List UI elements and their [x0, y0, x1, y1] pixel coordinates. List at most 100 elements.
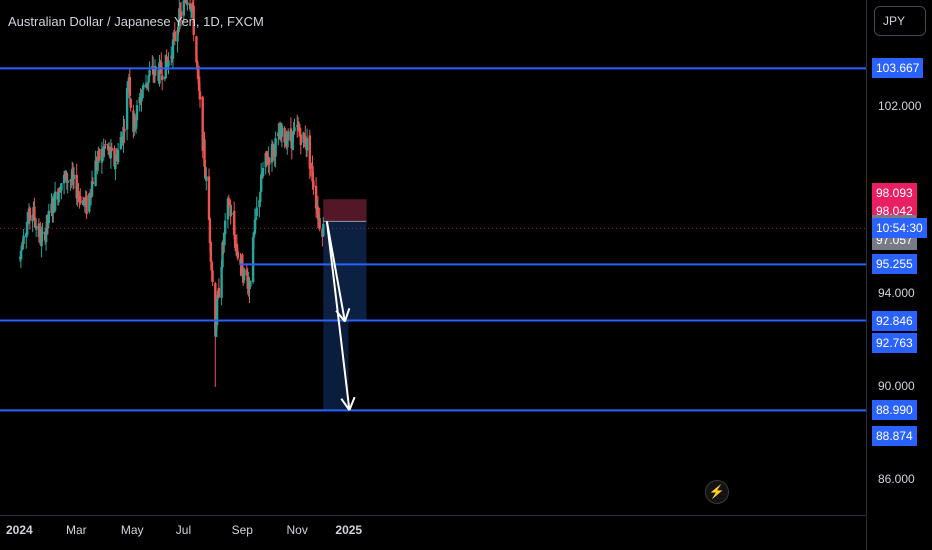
candle	[116, 149, 120, 163]
candle	[268, 157, 271, 165]
candle	[220, 266, 223, 298]
candle	[147, 75, 150, 83]
candle	[145, 84, 149, 86]
candle	[258, 200, 261, 208]
candle	[316, 206, 320, 220]
candle	[291, 132, 294, 150]
arrow-head	[340, 398, 351, 411]
candle	[233, 210, 236, 236]
price-tick-label: 102.000	[878, 99, 922, 114]
time-scale-border	[0, 515, 866, 516]
candle	[58, 188, 61, 193]
candle	[98, 149, 101, 161]
candle	[296, 125, 300, 130]
candle	[128, 76, 131, 97]
candle	[45, 214, 49, 232]
price-label-blue: 92.846	[872, 310, 917, 331]
candle	[223, 232, 226, 245]
candle	[217, 288, 221, 298]
candle	[89, 196, 93, 198]
candle	[65, 172, 68, 183]
candle	[135, 105, 139, 121]
currency-button[interactable]: JPY	[874, 6, 926, 36]
candle	[85, 195, 88, 215]
candle	[260, 174, 263, 192]
projection-arrow	[325, 221, 351, 411]
candle	[129, 98, 132, 108]
candle	[235, 243, 239, 253]
price-label-blue: 92.763	[872, 332, 917, 353]
candle	[314, 185, 318, 209]
candle	[196, 61, 199, 70]
candle	[310, 164, 313, 166]
candle	[104, 144, 107, 146]
candle	[286, 140, 289, 145]
candle	[125, 87, 129, 130]
candle	[19, 250, 23, 258]
candle	[25, 232, 28, 238]
candle	[119, 136, 122, 150]
price-label-blue: 88.990	[872, 400, 917, 421]
time-tick-label: May	[120, 523, 144, 537]
candle	[215, 323, 218, 338]
chart-title: Australian Dollar / Japanese Yen, 1D, FX…	[8, 14, 264, 29]
candle	[195, 36, 198, 63]
candle	[31, 215, 34, 222]
candle	[204, 168, 207, 179]
candle	[264, 152, 267, 168]
candle	[140, 94, 143, 102]
candle	[205, 176, 208, 181]
candle	[57, 190, 60, 203]
candle	[305, 138, 309, 151]
candle	[126, 87, 130, 91]
candle	[83, 200, 86, 205]
candle	[309, 165, 312, 167]
candle	[255, 207, 258, 217]
stop-loss-zone	[323, 199, 367, 222]
price-tick-label: 90.000	[878, 378, 915, 393]
candle	[230, 212, 233, 215]
candle	[318, 218, 321, 229]
candle	[148, 70, 151, 76]
candle	[226, 198, 230, 220]
candle	[151, 65, 154, 68]
candle	[100, 148, 104, 163]
candle	[101, 150, 104, 155]
price-scale-divider	[866, 0, 867, 550]
price-tick-label: 94.000	[878, 285, 915, 300]
lightning-icon[interactable]: ⚡	[705, 480, 729, 504]
candle	[289, 128, 293, 142]
candle	[88, 193, 91, 212]
time-tick-label: 2024	[6, 523, 33, 537]
candle	[171, 39, 175, 59]
candle	[44, 229, 48, 243]
candle	[236, 251, 239, 259]
candle	[20, 245, 23, 251]
time-tick-label: Sep	[231, 523, 253, 537]
candle	[211, 270, 214, 282]
candle	[90, 181, 94, 197]
candle	[254, 217, 257, 219]
candle	[33, 206, 36, 221]
candle	[293, 127, 296, 132]
candle	[144, 83, 148, 88]
candle	[81, 200, 85, 205]
candle	[203, 139, 206, 167]
candle	[192, 5, 195, 35]
candle	[265, 151, 268, 159]
candle	[197, 76, 201, 91]
candle	[134, 119, 138, 130]
candle	[103, 146, 106, 150]
candle	[167, 60, 170, 67]
candle	[197, 68, 200, 77]
candle	[311, 165, 314, 182]
candle	[79, 196, 82, 204]
candle	[233, 234, 237, 248]
candle	[123, 128, 126, 132]
candle	[91, 181, 95, 184]
candle	[190, 4, 194, 11]
candle	[179, 9, 182, 12]
candle	[191, 2, 194, 7]
candle	[35, 226, 38, 230]
